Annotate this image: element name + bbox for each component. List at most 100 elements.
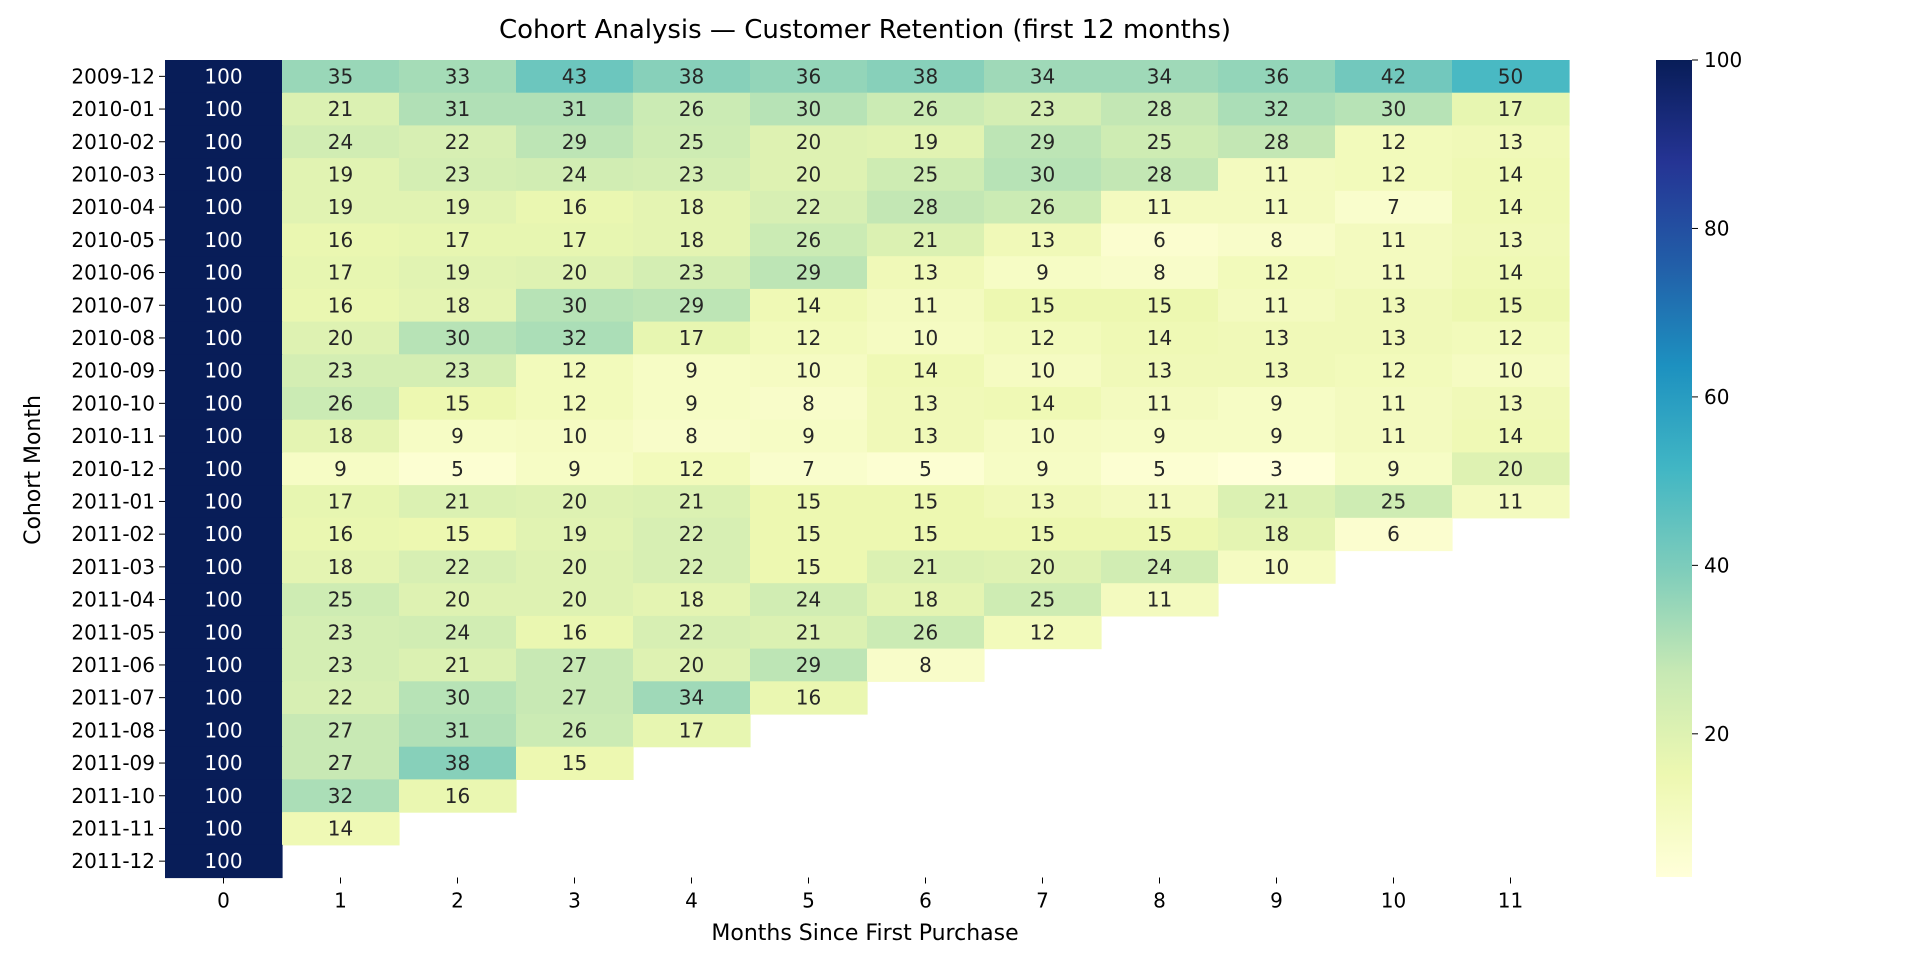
cell-value-label: 32 [328, 784, 353, 808]
cell-value-label: 8 [1153, 261, 1166, 285]
y-tick-label: 2010-04 [71, 195, 155, 219]
heatmap-cell [1101, 288, 1219, 323]
y-tick-label: 2010-07 [71, 293, 155, 317]
heatmap-cell [867, 92, 985, 126]
y-tick-label: 2010-03 [71, 162, 155, 186]
cell-value-label: 22 [445, 555, 470, 579]
cell-value-label: 100 [204, 359, 242, 383]
cell-value-label: 11 [1147, 489, 1172, 513]
heatmap-cell [282, 485, 400, 519]
cell-value-label: 100 [204, 326, 242, 350]
heatmap-cell [867, 223, 985, 257]
heatmap-cell [165, 125, 283, 159]
heatmap-cell [282, 648, 400, 682]
cell-value-label: 20 [679, 653, 704, 677]
heatmap-cell [1101, 583, 1219, 617]
y-tick-label: 2009-12 [71, 64, 155, 88]
heatmap-cell [1335, 517, 1453, 552]
y-tick-label: 2011-02 [71, 522, 155, 546]
cell-value-label: 17 [1498, 97, 1523, 121]
cell-value-label: 24 [1147, 555, 1172, 579]
heatmap-cell [516, 125, 634, 159]
cell-value-label: 17 [679, 718, 704, 742]
cell-value-label: 23 [328, 653, 353, 677]
cell-value-label: 12 [796, 326, 821, 350]
cell-value-label: 36 [1264, 64, 1289, 88]
heatmap-cell [1218, 485, 1336, 519]
chart-title: Cohort Analysis — Customer Retention (fi… [499, 15, 1231, 45]
cell-value-label: 30 [1381, 97, 1406, 121]
x-tick-label: 0 [217, 889, 230, 913]
cell-value-label: 36 [796, 64, 821, 88]
heatmap-cell [750, 158, 868, 192]
cell-value-label: 15 [1030, 522, 1055, 546]
heatmap-cell [633, 92, 751, 126]
heatmap-cell [867, 419, 985, 453]
heatmap-cell [399, 648, 517, 682]
heatmap-cell [165, 223, 283, 257]
cell-value-label: 13 [1381, 293, 1406, 317]
cell-value-label: 23 [445, 162, 470, 186]
cell-value-label: 8 [802, 391, 815, 415]
cell-value-label: 27 [562, 653, 587, 677]
cell-value-label: 100 [204, 261, 242, 285]
cell-value-label: 9 [1387, 457, 1400, 481]
heatmap-cell [750, 452, 868, 486]
heatmap-cell [282, 288, 400, 323]
heatmap-cells [165, 60, 1570, 879]
heatmap-cell [399, 256, 517, 290]
cell-value-label: 11 [1147, 391, 1172, 415]
cell-value-label: 13 [1264, 359, 1289, 383]
cell-value-label: 22 [679, 522, 704, 546]
cell-value-label: 100 [204, 195, 242, 219]
heatmap-cell [867, 354, 985, 388]
heatmap-cell [165, 615, 283, 650]
cell-value-label: 13 [913, 424, 938, 448]
heatmap-cell [984, 92, 1102, 126]
colorbar-tick-label: 60 [1704, 385, 1729, 409]
heatmap-cell [282, 223, 400, 257]
cell-value-label: 9 [685, 391, 698, 415]
cell-value-label: 16 [328, 522, 353, 546]
heatmap-cell [1218, 256, 1336, 290]
heatmap-cell [1335, 288, 1453, 323]
y-tick-label: 2011-07 [71, 686, 155, 710]
cell-value-label: 19 [445, 195, 470, 219]
cell-value-label: 20 [1030, 555, 1055, 579]
heatmap-cell [1335, 321, 1453, 355]
x-tick-label: 1 [334, 889, 347, 913]
heatmap-cell [1218, 387, 1336, 421]
cell-value-label: 35 [328, 64, 353, 88]
heatmap-cell [165, 321, 283, 355]
cell-value-label: 100 [204, 162, 242, 186]
heatmap-cell [399, 452, 517, 486]
y-tick-label: 2011-05 [71, 620, 155, 644]
cell-value-label: 22 [679, 555, 704, 579]
cell-value-label: 23 [1030, 97, 1055, 121]
heatmap-cell [984, 125, 1102, 159]
cell-value-label: 20 [445, 588, 470, 612]
cell-value-label: 14 [1147, 326, 1172, 350]
cell-value-label: 23 [328, 620, 353, 644]
heatmap-cell [516, 387, 634, 421]
heatmap-cell [399, 354, 517, 388]
heatmap-cell [399, 779, 517, 813]
cell-value-label: 13 [913, 391, 938, 415]
heatmap-cell [282, 256, 400, 290]
heatmap-cell [165, 812, 283, 846]
heatmap-cell [516, 615, 634, 650]
cell-value-label: 18 [1264, 522, 1289, 546]
cell-value-label: 100 [204, 849, 242, 873]
heatmap-cell [1335, 387, 1453, 421]
heatmap-cell [399, 60, 517, 94]
y-tick-label: 2011-12 [71, 849, 155, 873]
cell-value-label: 17 [562, 228, 587, 252]
heatmap-cell [750, 190, 868, 225]
x-tick-label: 6 [919, 889, 932, 913]
heatmap-cell [282, 158, 400, 192]
cell-value-label: 34 [1147, 64, 1172, 88]
cell-value-label: 25 [328, 588, 353, 612]
y-tick-label: 2011-11 [71, 816, 155, 840]
cell-value-label: 38 [913, 64, 938, 88]
heatmap-cell [867, 648, 985, 682]
